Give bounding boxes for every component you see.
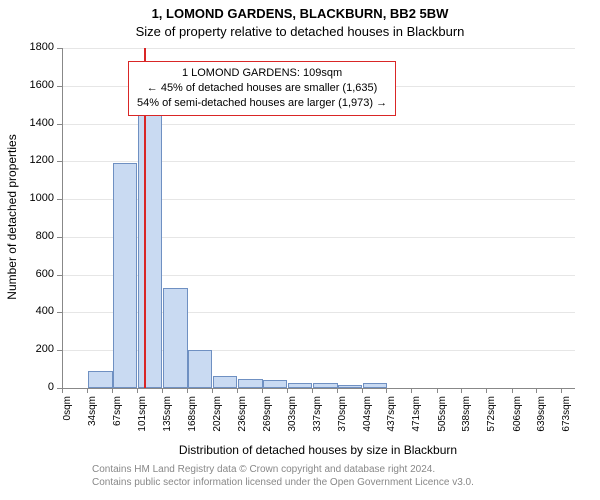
histogram-bar — [363, 383, 387, 388]
xtick-label: 236sqm — [237, 396, 248, 446]
xtick-label: 34sqm — [87, 396, 98, 446]
annotation-line: 1 LOMOND GARDENS: 109sqm — [137, 66, 387, 81]
chart-subtitle: Size of property relative to detached ho… — [0, 22, 600, 39]
annotation-box: 1 LOMOND GARDENS: 109sqm← 45% of detache… — [128, 61, 396, 116]
xtick-mark — [137, 388, 138, 393]
x-axis-label: Distribution of detached houses by size … — [62, 443, 574, 457]
footer-attribution: Contains HM Land Registry data © Crown c… — [92, 463, 474, 489]
footer-line-2: Contains public sector information licen… — [92, 476, 474, 489]
xtick-label: 101sqm — [137, 396, 148, 446]
ytick-label: 0 — [22, 381, 54, 393]
annotation-line: ← 45% of detached houses are smaller (1,… — [137, 81, 387, 96]
xtick-label: 673sqm — [561, 396, 572, 446]
xtick-label: 0sqm — [62, 396, 73, 446]
xtick-mark — [386, 388, 387, 393]
xtick-mark — [62, 388, 63, 393]
histogram-bar — [188, 350, 212, 388]
xtick-mark — [461, 388, 462, 393]
xtick-mark — [237, 388, 238, 393]
ytick-mark — [57, 124, 62, 125]
ytick-label: 1400 — [22, 117, 54, 129]
xtick-label: 135sqm — [162, 396, 173, 446]
gridline — [63, 48, 575, 49]
xtick-label: 437sqm — [386, 396, 397, 446]
ytick-label: 1800 — [22, 41, 54, 53]
xtick-mark — [262, 388, 263, 393]
xtick-label: 370sqm — [337, 396, 348, 446]
xtick-mark — [187, 388, 188, 393]
ytick-label: 600 — [22, 268, 54, 280]
xtick-label: 404sqm — [362, 396, 373, 446]
footer-line-1: Contains HM Land Registry data © Crown c… — [92, 463, 474, 476]
xtick-mark — [162, 388, 163, 393]
xtick-label: 168sqm — [187, 396, 198, 446]
histogram-bar — [313, 383, 337, 388]
xtick-label: 303sqm — [287, 396, 298, 446]
ytick-label: 800 — [22, 230, 54, 242]
histogram-bar — [338, 385, 362, 388]
chart-title: 1, LOMOND GARDENS, BLACKBURN, BB2 5BW — [0, 0, 600, 22]
xtick-label: 639sqm — [536, 396, 547, 446]
y-axis-label: Number of detached properties — [5, 117, 19, 317]
xtick-mark — [437, 388, 438, 393]
xtick-mark — [287, 388, 288, 393]
xtick-mark — [362, 388, 363, 393]
xtick-mark — [337, 388, 338, 393]
xtick-label: 538sqm — [461, 396, 472, 446]
annotation-line: 54% of semi-detached houses are larger (… — [137, 96, 387, 111]
plot-area: 1 LOMOND GARDENS: 109sqm← 45% of detache… — [62, 48, 575, 389]
xtick-mark — [411, 388, 412, 393]
ytick-mark — [57, 48, 62, 49]
xtick-mark — [536, 388, 537, 393]
ytick-label: 1200 — [22, 154, 54, 166]
xtick-label: 67sqm — [112, 396, 123, 446]
histogram-bar — [288, 383, 312, 388]
ytick-label: 1000 — [22, 192, 54, 204]
xtick-label: 505sqm — [437, 396, 448, 446]
xtick-mark — [561, 388, 562, 393]
xtick-label: 337sqm — [312, 396, 323, 446]
xtick-mark — [486, 388, 487, 393]
chart-container: 1, LOMOND GARDENS, BLACKBURN, BB2 5BW Si… — [0, 0, 600, 500]
ytick-mark — [57, 237, 62, 238]
xtick-mark — [312, 388, 313, 393]
histogram-bar — [113, 163, 137, 388]
ytick-label: 200 — [22, 343, 54, 355]
ytick-mark — [57, 161, 62, 162]
xtick-mark — [112, 388, 113, 393]
ytick-label: 400 — [22, 305, 54, 317]
ytick-mark — [57, 275, 62, 276]
ytick-mark — [57, 199, 62, 200]
xtick-mark — [87, 388, 88, 393]
xtick-label: 202sqm — [212, 396, 223, 446]
ytick-mark — [57, 350, 62, 351]
histogram-bar — [138, 110, 162, 388]
xtick-label: 606sqm — [512, 396, 523, 446]
xtick-mark — [512, 388, 513, 393]
histogram-bar — [163, 288, 187, 388]
xtick-label: 471sqm — [411, 396, 422, 446]
histogram-bar — [238, 379, 262, 388]
ytick-mark — [57, 86, 62, 87]
histogram-bar — [213, 376, 237, 388]
xtick-label: 269sqm — [262, 396, 273, 446]
ytick-label: 1600 — [22, 79, 54, 91]
xtick-label: 572sqm — [486, 396, 497, 446]
ytick-mark — [57, 312, 62, 313]
xtick-mark — [212, 388, 213, 393]
histogram-bar — [88, 371, 112, 388]
histogram-bar — [263, 380, 287, 388]
